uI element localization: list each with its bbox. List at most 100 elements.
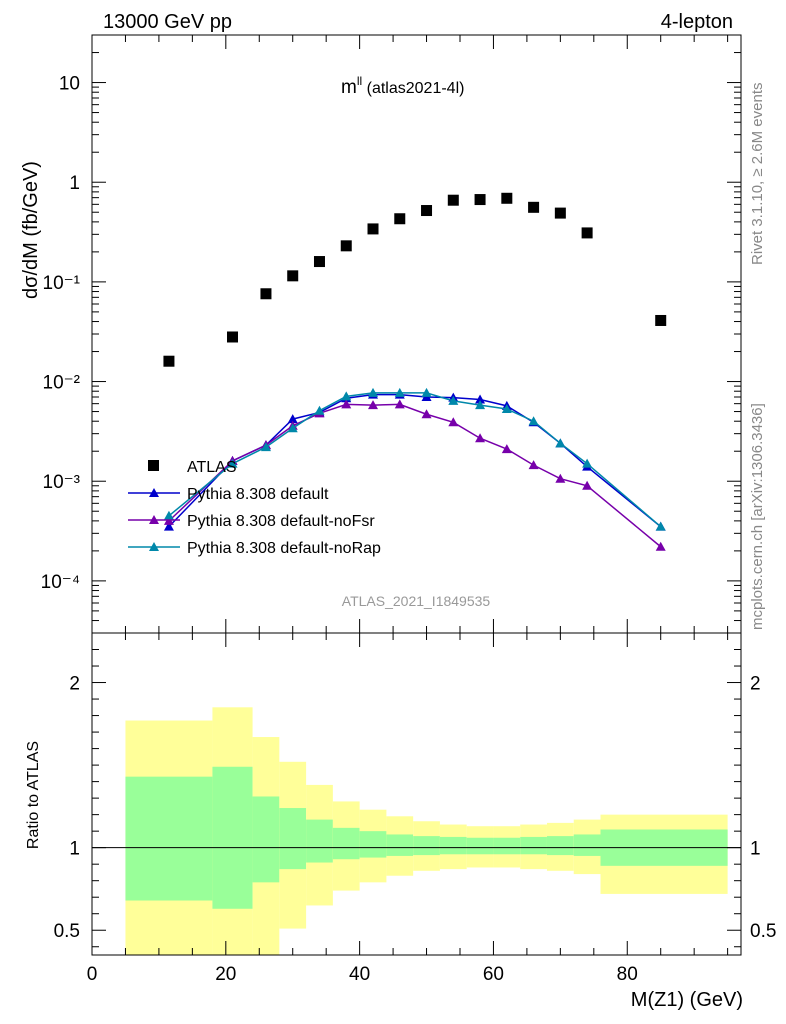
atlas-data-point xyxy=(367,223,379,235)
legend-label-0: ATLAS xyxy=(187,459,237,476)
ratio-axis-ticks: 2 2 1 1 0.5 0.5 0 20 40 60 80 xyxy=(54,649,776,985)
ratio-band-inner-12 xyxy=(520,836,547,855)
ratio-band-inner-3 xyxy=(279,808,307,870)
series-point-3 xyxy=(528,416,539,426)
series-point-3 xyxy=(368,387,379,397)
atlas-data-point xyxy=(394,213,406,225)
legend: ATLAS Pythia 8.308 default Pythia 8.308 de… xyxy=(128,459,381,557)
header-right: 4-lepton xyxy=(661,11,733,33)
x-tick-label-4: 80 xyxy=(617,964,638,985)
atlas-data-point xyxy=(421,205,433,217)
series-point-2 xyxy=(655,541,666,551)
series-point-2 xyxy=(501,444,512,454)
series-point-2 xyxy=(448,417,459,427)
main-y-tick-label-0: 10 xyxy=(59,74,80,95)
series-point-2 xyxy=(582,480,593,490)
x-tick-label-0: 0 xyxy=(87,964,98,985)
ratio-band-inner-9 xyxy=(439,836,467,855)
series-point-3 xyxy=(555,438,566,448)
atlas-data-point xyxy=(227,331,239,343)
analysis-watermark: ATLAS_2021_I1849535 xyxy=(342,593,491,609)
series-point-2 xyxy=(555,473,566,483)
series-point-2 xyxy=(421,409,432,419)
plot-title-rest: (atlas2021-4l) xyxy=(362,80,464,97)
mcplots-label: mcplots.cern.ch [arXiv:1306.3436] xyxy=(749,403,766,630)
series-point-3 xyxy=(421,387,432,397)
series-point-3 xyxy=(501,404,512,414)
atlas-data-point xyxy=(447,194,459,206)
ratio-band-inner-4 xyxy=(306,819,333,863)
series-line-3 xyxy=(168,392,662,528)
ratio-y-tick-label-left-2: 0.5 xyxy=(54,921,80,942)
main-y-tick-label-3: 10⁻² xyxy=(43,373,81,394)
main-y-tick-label-5: 10⁻⁴ xyxy=(41,572,80,593)
series-point-3 xyxy=(448,395,459,405)
ratio-band-inner-6 xyxy=(359,831,387,858)
plot-title-main: m xyxy=(341,77,357,98)
series-point-3 xyxy=(475,400,486,410)
atlas-data-point xyxy=(313,256,325,268)
x-tick-label-1: 20 xyxy=(215,964,236,985)
legend-marker-atlas xyxy=(148,460,159,471)
series-point-1 xyxy=(163,521,174,531)
atlas-data-point xyxy=(163,355,175,367)
atlas-data-point xyxy=(655,314,667,326)
x-tick-label-2: 40 xyxy=(349,964,370,985)
series-point-3 xyxy=(341,391,352,401)
data-series xyxy=(163,192,667,551)
atlas-data-point xyxy=(581,227,593,239)
main-axis-ticks: 10 1 10⁻¹ 10⁻² 10⁻³ 10⁻⁴ xyxy=(41,34,741,955)
ratio-band-inner-5 xyxy=(332,827,360,860)
ratio-y-tick-label-left-0: 2 xyxy=(69,674,80,695)
ratio-y-axis-label: Ratio to ATLAS xyxy=(25,741,42,849)
ratio-y-tick-label-right-1: 1 xyxy=(750,839,761,860)
legend-label-2: Pythia 8.308 default-noFsr xyxy=(187,513,375,530)
ratio-y-tick-label-right-0: 2 xyxy=(750,674,761,695)
legend-label-3: Pythia 8.308 default-noRap xyxy=(187,540,381,557)
series-point-3 xyxy=(163,510,174,520)
ratio-plot-frame xyxy=(91,632,742,956)
ratio-band-inner-0 xyxy=(125,776,213,901)
series-point-3 xyxy=(287,423,298,433)
x-tick-label-3: 60 xyxy=(483,964,504,985)
ratio-band-inner-2 xyxy=(252,796,280,883)
series-point-2 xyxy=(528,460,539,470)
x-axis-label: M(Z1) (GeV) xyxy=(631,989,743,1011)
series-point-3 xyxy=(227,458,238,468)
series-point-2 xyxy=(394,399,405,409)
ratio-y-tick-label-right-2: 0.5 xyxy=(750,921,776,942)
series-line-2 xyxy=(168,403,662,548)
main-y-axis-label: dσ/dM (fb/GeV) xyxy=(20,161,42,299)
ratio-band-inner-7 xyxy=(386,834,414,856)
ratio-band-inner-13 xyxy=(546,836,574,856)
atlas-data-point xyxy=(501,192,513,204)
main-y-tick-label-2: 10⁻¹ xyxy=(43,273,81,294)
series-point-3 xyxy=(582,458,593,468)
atlas-data-point xyxy=(554,207,566,219)
series-point-3 xyxy=(260,442,271,452)
atlas-data-point xyxy=(287,270,299,282)
rivet-label: Rivet 3.1.10, ≥ 2.6M events xyxy=(749,83,766,266)
ratio-error-bands xyxy=(125,707,728,955)
legend-label-1: Pythia 8.308 default xyxy=(187,486,329,503)
ratio-band-inner-14 xyxy=(573,834,601,856)
series-point-2 xyxy=(341,399,352,409)
legend-marker-2 xyxy=(149,515,159,524)
plot-title: mll (atlas2021-4l) xyxy=(341,74,464,98)
series-point-3 xyxy=(394,387,405,397)
ratio-band-inner-1 xyxy=(212,766,253,909)
main-y-tick-label-4: 10⁻³ xyxy=(43,472,81,493)
plot-title-sup: ll xyxy=(357,74,362,88)
header-left: 13000 GeV pp xyxy=(103,11,232,33)
atlas-data-point xyxy=(340,240,352,252)
ratio-band-inner-10 xyxy=(466,837,494,855)
series-point-2 xyxy=(368,400,379,410)
series-point-1 xyxy=(287,414,298,424)
ratio-band-inner-8 xyxy=(413,836,440,856)
series-point-2 xyxy=(475,433,486,443)
series-point-3 xyxy=(655,521,666,531)
atlas-data-point xyxy=(528,201,540,213)
ratio-band-inner-11 xyxy=(493,837,521,855)
series-point-3 xyxy=(314,405,325,415)
legend-marker-3 xyxy=(149,542,159,551)
